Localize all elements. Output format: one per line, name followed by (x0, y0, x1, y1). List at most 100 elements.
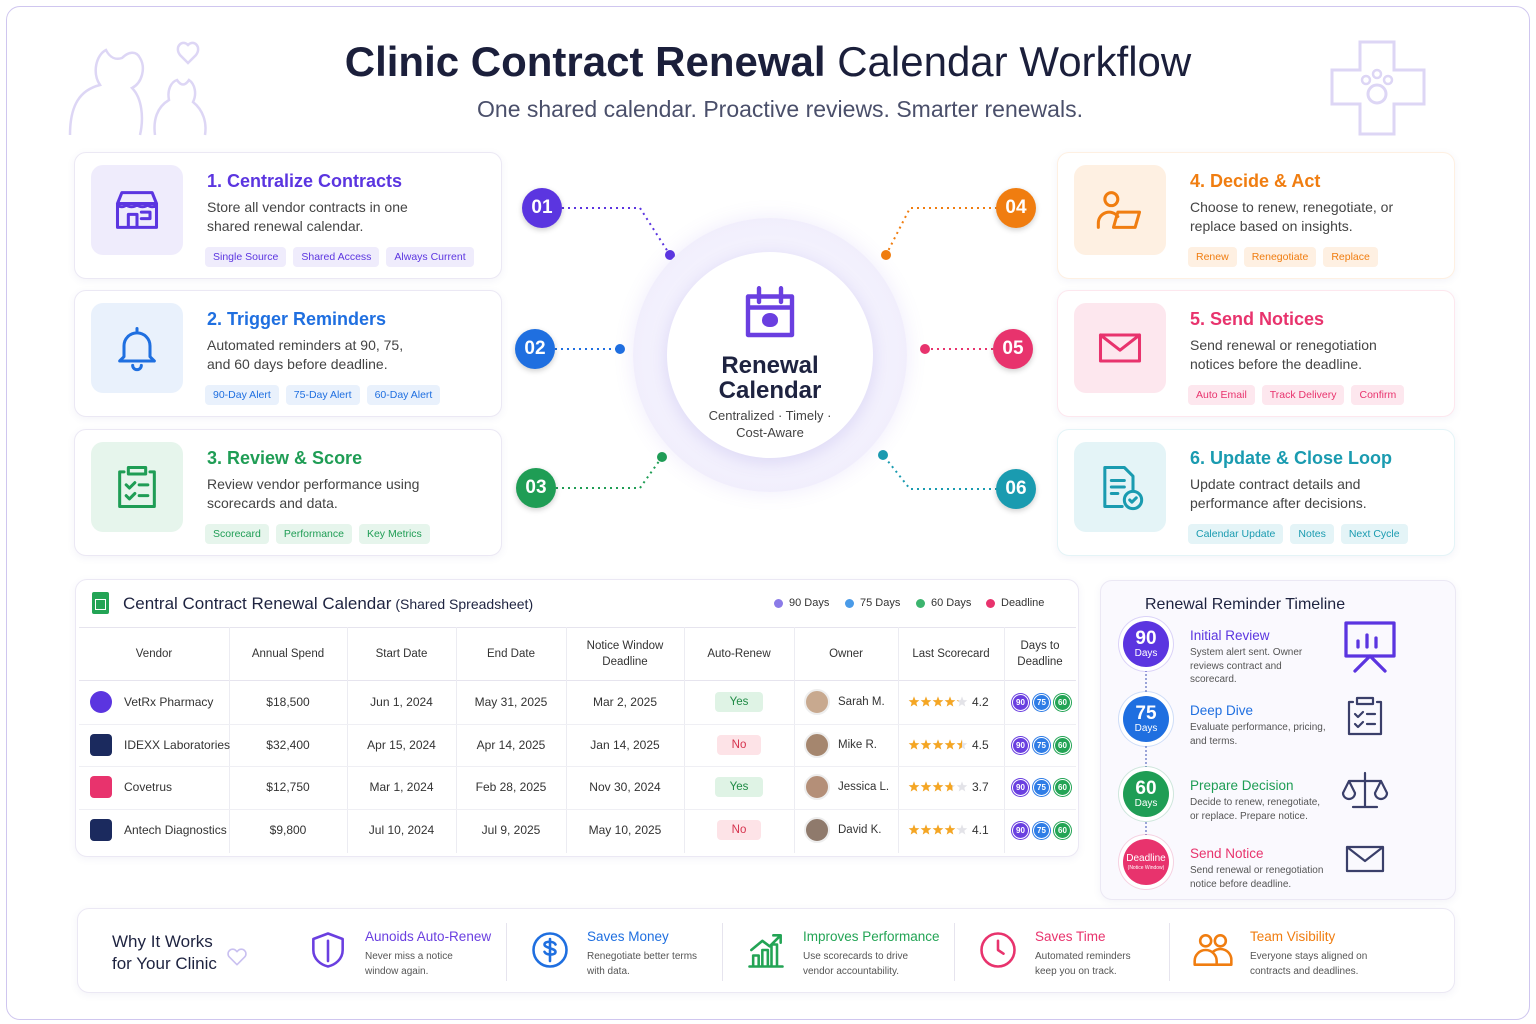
step-title: 3. Review & Score (207, 448, 363, 468)
legend-dot (845, 599, 854, 608)
timeline-badge-unit: (Notice Window) (1127, 865, 1165, 871)
day-badge: 90 (1012, 736, 1029, 754)
benefit-title: Aunoids Auto-Renew (365, 929, 492, 944)
paw-toe (1360, 74, 1372, 86)
auto-renew-pill: Yes (714, 777, 764, 797)
star (908, 781, 920, 792)
column-divider (347, 627, 348, 853)
day-badge: 60 (1054, 694, 1071, 711)
icon-path (227, 948, 247, 966)
step-card: 2. Trigger Reminders Automated reminders … (74, 290, 502, 417)
icon-path (532, 932, 568, 968)
icon-path (1103, 465, 1144, 511)
owner-avatar (804, 689, 830, 715)
hub-subtitle: Centralized · Timely · Cost-Aware (708, 408, 832, 440)
connector-dot (657, 452, 667, 462)
icon (1341, 767, 1389, 820)
column-divider (684, 627, 685, 853)
step-icon-box (1074, 442, 1166, 532)
timeline-line (1145, 651, 1147, 871)
icon-svg (745, 286, 795, 338)
step-card: 4. Decide & Act Choose to renew, renegoti… (1057, 152, 1455, 279)
benefit-divider (954, 923, 955, 981)
column-divider (898, 627, 899, 853)
step-tags: Single Source Shared Access Always Current (205, 247, 481, 267)
step-number: 03 (516, 468, 556, 508)
timeline-item-title: Initial Review (1190, 628, 1270, 643)
cell-end: Apr 14, 2025 (476, 737, 546, 752)
title-bold: Clinic Contract Renewal (344, 38, 826, 85)
vendor-name: IDEXX Laboratories (124, 737, 231, 752)
step-tag: Auto Email (1188, 385, 1255, 405)
star (956, 781, 968, 792)
sheet-grid (95, 599, 106, 610)
benefit-text: Automated reminders keep you on track. (1035, 951, 1131, 977)
step-icon-box (91, 442, 183, 532)
icon-path (1341, 771, 1389, 809)
star (956, 738, 962, 749)
vendor-name: VetRx Pharmacy (124, 695, 214, 709)
step-tags: Auto Email Track Delivery Confirm (1188, 385, 1411, 405)
legend-dot (774, 599, 783, 608)
day-badge: 75 (1033, 821, 1050, 839)
icon-svg (312, 932, 344, 968)
timeline-item-title: Send Notice (1190, 846, 1264, 861)
auto-renew-cell: Yes (684, 681, 794, 723)
score-value: 3.7 (972, 780, 989, 794)
timeline-badge: Deadline (Notice Window) (1123, 839, 1169, 885)
legend-label: 75 Days (860, 597, 901, 609)
step-tag: Key Metrics (358, 524, 430, 544)
day-badge: 90 (1012, 694, 1029, 711)
icon-svg (532, 932, 568, 968)
column-header: Start Date (375, 648, 428, 660)
star (920, 781, 932, 792)
icon-svg (1341, 771, 1389, 809)
timeline-item-text: Send renewal or renegotiation notice bef… (1190, 865, 1324, 890)
step-title: 1. Centralize Contracts (207, 171, 403, 191)
owner-avatar (804, 731, 830, 758)
step-tag: Next Cycle (1340, 524, 1408, 544)
icon (111, 184, 163, 241)
timeline-item-title: Deep Dive (1190, 703, 1254, 718)
star (932, 738, 944, 749)
connector-dot (615, 344, 625, 354)
icon-svg (1098, 333, 1142, 363)
column-divider (566, 627, 567, 853)
owner-name: Jessica L. (838, 781, 890, 793)
pet-outline (68, 41, 207, 136)
star (908, 738, 920, 749)
icon-svg (1347, 696, 1383, 736)
icon (1341, 692, 1389, 745)
icon (306, 928, 350, 977)
auto-renew-pill: Yes (714, 692, 764, 712)
step-number: 04 (996, 188, 1036, 228)
legend-label: 60 Days (931, 597, 972, 609)
day-badge: 90 (1012, 821, 1029, 839)
cell-notice: May 10, 2025 (588, 822, 662, 837)
row-divider (79, 808, 1076, 810)
row-divider (79, 766, 1076, 767)
timeline-item-title: Prepare Decision (1190, 778, 1294, 793)
column-header: Auto-Renew (707, 648, 771, 660)
step-title: 2. Trigger Reminders (207, 309, 387, 329)
icon-svg (118, 326, 156, 372)
cell-end: Jul 9, 2025 (481, 822, 541, 837)
column-divider (794, 627, 795, 853)
icon-path (115, 191, 159, 229)
cell-spend: $9,800 (269, 822, 307, 837)
sheet-icon (92, 592, 109, 614)
connector (885, 207, 997, 256)
step-card: 5. Send Notices Send renewal or renegotia… (1057, 290, 1455, 417)
auto-renew-cell: Yes (684, 766, 794, 808)
icon-path (312, 932, 344, 968)
benefit-divider (1169, 923, 1170, 981)
timeline-badge-value: 90 (1135, 627, 1157, 649)
step-tags: 90-Day Alert 75-Day Alert 60-Day Alert (205, 385, 447, 405)
cell-spend: $12,750 (266, 780, 310, 794)
benefits-title: Why It Works for Your Clinic (112, 932, 217, 973)
star (920, 823, 932, 834)
paw-toe (1371, 68, 1383, 80)
icon (1094, 184, 1146, 241)
step-tag: Renew (1188, 247, 1237, 267)
